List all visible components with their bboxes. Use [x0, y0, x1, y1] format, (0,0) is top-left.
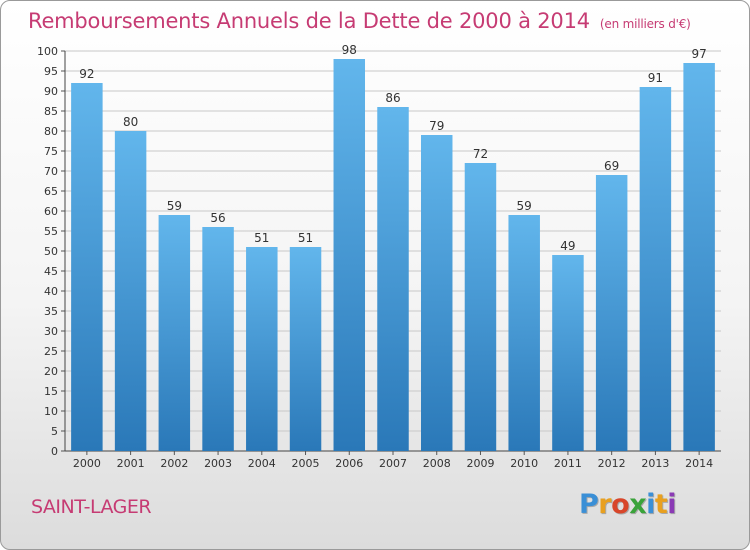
chart-title-text: Remboursements Annuels de la Dette de 20… — [28, 9, 590, 33]
x-tick-label: 2009 — [466, 457, 494, 470]
data-label: 51 — [298, 231, 313, 245]
bar — [289, 247, 322, 451]
bar — [420, 135, 453, 451]
logo-letter: x — [629, 489, 647, 520]
bar — [114, 131, 147, 451]
data-label: 49 — [560, 239, 575, 253]
data-label: 79 — [429, 119, 444, 133]
x-tick-label: 2001 — [117, 457, 145, 470]
data-label: 80 — [123, 115, 138, 129]
y-tick-label: 95 — [44, 65, 58, 78]
y-tick-label: 100 — [37, 45, 58, 58]
y-tick-label: 55 — [44, 225, 58, 238]
x-tick-label: 2002 — [160, 457, 188, 470]
y-tick-label: 15 — [44, 385, 58, 398]
y-tick-label: 85 — [44, 105, 58, 118]
bar — [333, 59, 366, 451]
x-tick-label: 2010 — [510, 457, 538, 470]
x-tick-label: 2004 — [248, 457, 276, 470]
proxiti-logo: Proxiti — [579, 489, 677, 520]
y-tick-label: 75 — [44, 145, 58, 158]
y-tick-label: 35 — [44, 305, 58, 318]
bar — [71, 83, 103, 451]
y-tick-label: 70 — [44, 165, 58, 178]
y-tick-label: 50 — [44, 245, 58, 258]
bar — [508, 215, 540, 451]
x-tick-label: 2005 — [292, 457, 320, 470]
x-tick-label: 2000 — [73, 457, 101, 470]
data-label: 59 — [517, 199, 532, 213]
x-tick-label: 2013 — [641, 457, 669, 470]
logo-letter: i — [646, 489, 655, 520]
y-tick-label: 65 — [44, 185, 58, 198]
bar — [595, 175, 628, 451]
data-label: 86 — [385, 91, 400, 105]
y-tick-label: 60 — [44, 205, 58, 218]
y-tick-label: 25 — [44, 345, 58, 358]
bar — [552, 255, 584, 451]
data-label: 98 — [342, 43, 357, 57]
data-label: 92 — [79, 67, 94, 81]
bar — [377, 107, 409, 451]
x-tick-label: 2011 — [554, 457, 582, 470]
x-tick-label: 2007 — [379, 457, 407, 470]
data-label: 91 — [648, 71, 663, 85]
data-label: 97 — [691, 47, 706, 61]
data-label: 56 — [210, 211, 225, 225]
x-tick-label: 2006 — [335, 457, 363, 470]
logo-letter: t — [654, 489, 668, 520]
y-tick-label: 10 — [44, 405, 58, 418]
y-tick-label: 90 — [44, 85, 58, 98]
y-tick-label: 0 — [51, 445, 58, 458]
bar — [639, 87, 672, 451]
logo-letter: o — [611, 489, 630, 520]
commune-name: SAINT-LAGER — [31, 496, 152, 518]
y-tick-label: 30 — [44, 325, 58, 338]
y-tick-label: 45 — [44, 265, 58, 278]
bar — [158, 215, 191, 451]
data-label: 51 — [254, 231, 269, 245]
y-tick-label: 5 — [51, 425, 58, 438]
bar — [246, 247, 278, 451]
logo-letter: i — [667, 489, 677, 520]
bar — [464, 163, 497, 451]
y-tick-label: 40 — [44, 285, 58, 298]
logo-letter: r — [598, 489, 612, 520]
chart-unit: (en milliers d'€) — [599, 17, 691, 31]
data-label: 69 — [604, 159, 619, 173]
data-label: 59 — [167, 199, 182, 213]
x-tick-label: 2008 — [423, 457, 451, 470]
y-tick-label: 20 — [44, 365, 58, 378]
logo-letter: P — [579, 489, 599, 520]
chart-title: Remboursements Annuels de la Dette de 20… — [28, 9, 691, 33]
bar — [683, 63, 715, 451]
x-tick-label: 2014 — [685, 457, 713, 470]
bar — [202, 227, 234, 451]
data-label: 72 — [473, 147, 488, 161]
x-tick-label: 2012 — [598, 457, 626, 470]
y-tick-label: 80 — [44, 125, 58, 138]
x-tick-label: 2003 — [204, 457, 232, 470]
